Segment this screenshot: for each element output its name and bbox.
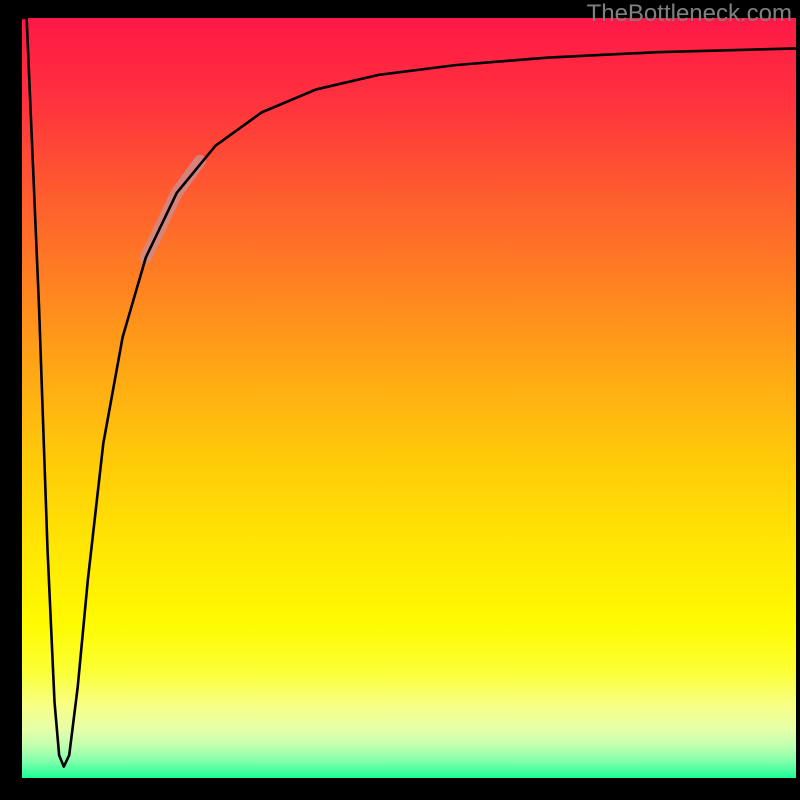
axis-border-left [0, 0, 22, 800]
bottleneck-chart: TheBottleneck.com [0, 0, 800, 800]
watermark-text: TheBottleneck.com [587, 0, 792, 28]
axis-border-right [796, 0, 800, 800]
curve-layer [22, 18, 796, 778]
performance-curve [22, 18, 796, 767]
plot-area [22, 18, 796, 778]
axis-border-bottom [0, 778, 800, 800]
